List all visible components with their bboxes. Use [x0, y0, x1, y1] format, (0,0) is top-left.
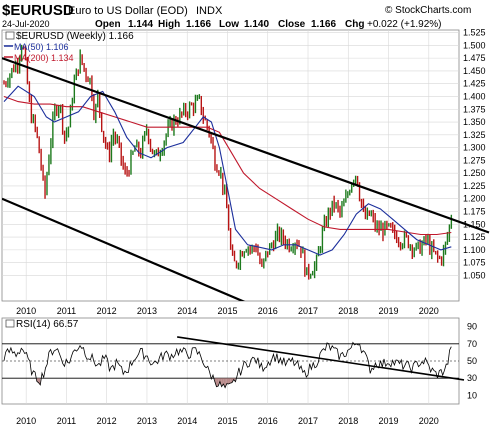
low-value: 1.140 [244, 19, 269, 30]
price-y-tick-label: 1.450 [463, 66, 486, 76]
price-y-tick-label: 1.500 [463, 40, 486, 50]
rsi-y-tick-label: 10 [467, 390, 477, 400]
price-y-tick-label: 1.400 [463, 91, 486, 101]
rsi-x-tick-label: 2010 [16, 416, 36, 426]
price-x-tick-label: 2017 [298, 306, 318, 316]
rsi-oversold-fill [230, 378, 232, 384]
rsi-x-tick-label: 2012 [97, 416, 117, 426]
price-x-tick-label: 2018 [338, 306, 358, 316]
price-x-tick-label: 2019 [379, 306, 399, 316]
symbol-description: Euro to US Dollar (EOD) [68, 5, 188, 17]
high-label: High [158, 19, 180, 30]
axis-layer: 1.525 1.500 1.475 1.450 1.425 1.400 1.375 1.350… [16, 28, 485, 426]
price-y-tick-label: 1.200 [463, 194, 486, 204]
trend-layer [2, 57, 490, 381]
rsi-x-tick-label: 2016 [258, 416, 278, 426]
price-x-tick-label: 2013 [137, 306, 157, 316]
rsi-x-tick-label: 2019 [379, 416, 399, 426]
rsi-x-tick-label: 2018 [338, 416, 358, 426]
price-y-tick-label: 1.300 [463, 143, 486, 153]
price-x-tick-label: 2014 [177, 306, 197, 316]
price-y-tick-label: 1.425 [463, 79, 486, 89]
price-y-tick-label: 1.050 [463, 270, 486, 280]
close-label: Close [278, 19, 306, 30]
rsi-oversold-fill [216, 378, 219, 387]
price-x-tick-label: 2016 [258, 306, 278, 316]
price-y-tick-label: 1.100 [463, 245, 486, 255]
rsi-legend: RSI(14) 66.57 [16, 319, 79, 330]
price-y-tick-label: 1.075 [463, 258, 486, 268]
rsi-x-tick-label: 2013 [137, 416, 157, 426]
price-y-tick-label: 1.175 [463, 207, 486, 217]
watermark: © StockCharts.com [385, 5, 471, 16]
price-y-tick-label: 1.350 [463, 117, 486, 127]
legend-ma200: MA(200) 1.134 [14, 53, 74, 63]
rsi-x-tick-label: 2015 [217, 416, 237, 426]
price-y-tick-label: 1.475 [463, 53, 486, 63]
rsi-y-tick-label: 90 [467, 322, 477, 332]
ma200-line [3, 95, 452, 236]
price-y-tick-label: 1.125 [463, 232, 486, 242]
quote-date: 24-Jul-2020 [2, 19, 50, 29]
price-y-tick-label: 1.525 [463, 28, 486, 38]
price-y-tick-label: 1.250 [463, 168, 486, 178]
price-x-tick-label: 2020 [419, 306, 439, 316]
chg-label: Chg [345, 19, 364, 30]
price-trendline-2 [2, 197, 246, 301]
rsi-x-tick-label: 2011 [57, 416, 76, 426]
open-label: Open [95, 19, 121, 30]
symbol-title: $EURUSD [2, 2, 74, 19]
rsi-oversold-fill [223, 378, 226, 388]
legend-price: $EURUSD (Weekly) 1.166 [16, 31, 134, 42]
rsi-oversold-fill [226, 378, 229, 385]
price-y-tick-label: 1.150 [463, 219, 486, 229]
price-layer [3, 44, 453, 280]
price-y-tick-label: 1.325 [463, 130, 486, 140]
low-label: Low [219, 19, 239, 30]
symbol-exchange: INDX [196, 5, 223, 17]
price-y-tick-label: 1.375 [463, 104, 486, 114]
rsi-y-tick-label: 70 [467, 339, 477, 349]
price-x-tick-label: 2012 [97, 306, 117, 316]
rsi-x-tick-label: 2014 [177, 416, 197, 426]
rsi-x-tick-label: 2020 [419, 416, 439, 426]
price-trendline-1 [2, 57, 490, 234]
price-y-tick-label: 1.275 [463, 155, 486, 165]
price-x-tick-label: 2015 [217, 306, 237, 316]
rsi-oversold-fill [228, 378, 231, 385]
rsi-x-tick-label: 2017 [298, 416, 318, 426]
rsi-y-tick-label: 50 [467, 356, 477, 366]
price-x-tick-label: 2010 [16, 306, 36, 316]
legend-ma50: MA(50) 1.106 [14, 42, 69, 52]
price-x-tick-label: 2011 [57, 306, 76, 316]
rsi-legend-checkbox-icon [5, 319, 15, 328]
legend-checkbox-icon [5, 31, 15, 40]
open-value: 1.144 [128, 19, 153, 30]
rsi-trendline [177, 336, 465, 381]
chg-value: +0.022 (+1.92%) [367, 19, 442, 30]
grid-layer [1, 29, 460, 405]
ma50-line [3, 85, 452, 256]
close-value: 1.166 [311, 19, 336, 30]
rsi-oversold-fill [225, 378, 227, 388]
price-y-tick-label: 1.225 [463, 181, 486, 191]
high-value: 1.166 [186, 19, 211, 30]
rsi-y-tick-label: 30 [467, 373, 477, 383]
